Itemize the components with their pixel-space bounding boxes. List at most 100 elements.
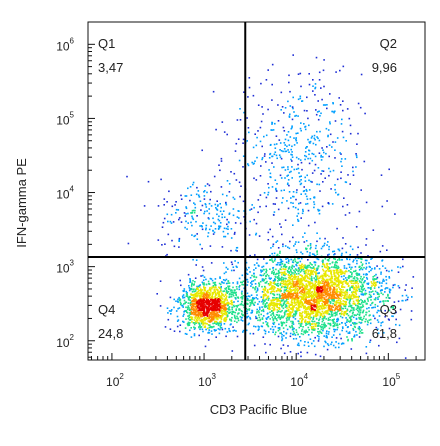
event-dot — [395, 323, 397, 326]
event-dot — [242, 329, 245, 332]
event-dot — [322, 277, 325, 280]
event-dot — [224, 304, 227, 306]
event-dot — [331, 341, 333, 344]
event-dot — [297, 306, 300, 309]
event-dot — [397, 300, 400, 303]
event-dot — [319, 305, 322, 307]
event-dot — [253, 206, 255, 209]
event-dot — [388, 168, 390, 171]
event-dot — [272, 299, 275, 302]
event-dot — [191, 283, 193, 285]
event-dot — [223, 318, 225, 321]
event-dot — [343, 294, 345, 297]
event-dot — [289, 274, 292, 276]
event-dot — [340, 123, 343, 125]
event-dot — [184, 301, 187, 304]
event-dot — [388, 290, 391, 293]
event-dot — [341, 285, 343, 287]
event-dot — [328, 295, 331, 297]
event-dot — [337, 276, 340, 278]
event-dot — [297, 333, 299, 336]
event-dot — [279, 284, 282, 286]
event-dot — [371, 307, 373, 309]
event-dot — [275, 290, 278, 292]
event-dot — [202, 269, 205, 272]
event-dot — [322, 181, 324, 183]
event-dot — [305, 203, 307, 205]
event-dot — [202, 323, 205, 325]
event-dot — [364, 289, 367, 292]
event-dot — [334, 184, 336, 186]
event-dot — [202, 304, 204, 307]
event-dot — [200, 326, 202, 329]
event-dot — [250, 282, 252, 284]
event-dot — [236, 315, 238, 318]
event-dot — [354, 290, 357, 293]
event-dot — [276, 293, 279, 296]
event-dot — [334, 277, 337, 279]
event-dot — [336, 297, 338, 300]
event-dot — [292, 96, 294, 99]
event-dot — [385, 275, 387, 278]
event-dot — [339, 300, 341, 302]
event-dot — [205, 305, 207, 308]
event-dot — [261, 306, 263, 308]
event-dot — [271, 287, 274, 289]
event-dot — [193, 333, 196, 335]
event-dot — [292, 286, 294, 289]
event-dot — [337, 293, 339, 296]
event-dot — [359, 330, 362, 333]
event-dot — [324, 291, 326, 294]
event-dot — [301, 280, 303, 282]
event-dot — [346, 309, 349, 312]
event-dot — [333, 257, 335, 260]
event-dot — [279, 156, 282, 158]
event-dot — [340, 273, 343, 275]
event-dot — [275, 318, 278, 320]
event-dot — [331, 299, 333, 301]
event-dot — [209, 300, 211, 302]
event-dot — [184, 302, 186, 305]
event-dot — [167, 312, 169, 314]
event-dot — [200, 288, 202, 290]
event-dot — [204, 294, 206, 297]
event-dot — [291, 154, 293, 156]
event-dot — [361, 279, 363, 281]
event-dot — [206, 307, 208, 310]
event-dot — [312, 312, 315, 315]
event-dot — [293, 300, 296, 302]
event-dot — [275, 314, 278, 316]
event-dot — [202, 295, 204, 298]
event-dot — [218, 219, 221, 222]
event-dot — [267, 193, 269, 196]
event-dot — [300, 325, 302, 327]
event-dot — [228, 293, 231, 296]
event-dot — [327, 300, 329, 303]
event-dot — [205, 298, 208, 301]
event-dot — [225, 227, 228, 230]
event-dot — [272, 296, 274, 299]
event-dot — [374, 317, 376, 320]
event-dot — [319, 308, 321, 311]
event-dot — [325, 305, 328, 307]
event-dot — [197, 311, 200, 314]
event-dot — [211, 333, 213, 335]
event-dot — [336, 285, 338, 288]
event-dot — [309, 272, 312, 275]
event-dot — [341, 286, 343, 288]
event-dot — [268, 277, 271, 279]
event-dot — [282, 298, 285, 301]
event-dot — [214, 298, 217, 300]
event-dot — [202, 292, 205, 294]
event-dot — [357, 296, 359, 298]
event-dot — [198, 289, 200, 292]
event-dot — [264, 293, 267, 295]
event-dot — [306, 202, 309, 205]
event-dot — [267, 239, 270, 241]
event-dot — [299, 279, 302, 282]
event-dot — [310, 272, 313, 275]
event-dot — [194, 317, 196, 319]
event-dot — [369, 294, 372, 297]
event-dot — [247, 281, 249, 283]
event-dot — [309, 306, 312, 309]
